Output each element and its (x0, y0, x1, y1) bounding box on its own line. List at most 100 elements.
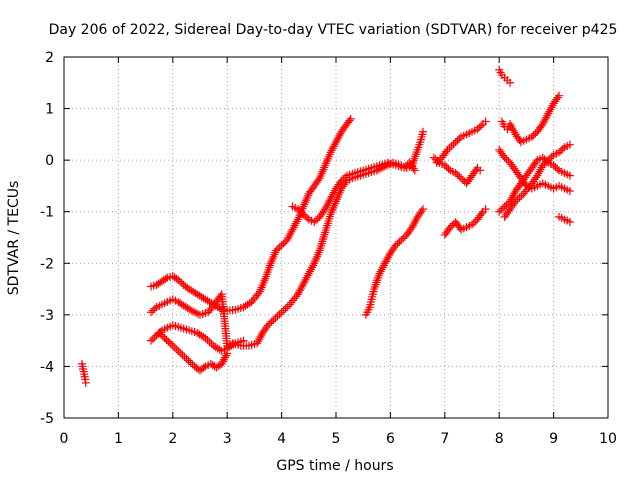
data-point (148, 306, 157, 315)
data-point (333, 136, 342, 145)
data-point (533, 171, 542, 180)
data-point (508, 124, 517, 133)
data-point (549, 161, 558, 170)
data-point (432, 158, 441, 167)
data-point (551, 163, 560, 172)
plot-frame (63, 56, 609, 419)
x-tick-label: 5 (332, 431, 341, 447)
data-point (513, 195, 522, 204)
data-point (321, 205, 330, 214)
data-point (511, 197, 520, 206)
data-point (290, 294, 299, 303)
data-point (519, 189, 528, 198)
data-point (205, 297, 214, 306)
data-point (544, 109, 553, 118)
data-point (521, 187, 530, 196)
data-point (211, 343, 220, 352)
data-point (538, 153, 547, 162)
data-point (325, 196, 334, 205)
y-tick-labels: -5 -4 -3 -2 -1 0 1 2 (40, 50, 54, 427)
data-point (291, 219, 300, 228)
x-tick-labels: 0 1 2 3 4 5 6 7 8 9 10 (60, 431, 617, 447)
data-point (180, 352, 189, 361)
data-point (323, 201, 332, 210)
data-point (279, 239, 288, 248)
data-point (283, 302, 292, 311)
data-point (442, 163, 451, 172)
data-point (429, 153, 438, 162)
data-point (275, 242, 284, 251)
data-point (158, 332, 167, 341)
data-point (539, 117, 548, 126)
data-point (477, 209, 486, 218)
data-point (191, 308, 200, 317)
data-point (293, 290, 302, 299)
data-point (201, 295, 210, 304)
data-point (444, 164, 453, 173)
data-point (209, 302, 218, 311)
data-point (197, 331, 206, 340)
data-point (498, 204, 507, 213)
data-point (301, 275, 310, 284)
data-point (172, 345, 181, 354)
data-point (376, 267, 385, 276)
data-point (565, 187, 574, 196)
data-point (271, 314, 280, 323)
data-point (299, 279, 308, 288)
x-tick-label: 0 (60, 431, 69, 447)
data-point (168, 341, 177, 350)
data-point (446, 223, 455, 232)
data-point (481, 117, 490, 126)
data-point (302, 213, 311, 222)
data-point (295, 288, 304, 297)
data-point (384, 253, 393, 262)
plot-area (77, 65, 574, 387)
data-point (341, 173, 350, 182)
data-point (553, 93, 562, 102)
data-point (183, 304, 192, 313)
data-point (543, 111, 552, 120)
data-point (170, 343, 179, 352)
data-point (509, 126, 518, 135)
data-point (174, 346, 183, 355)
data-point (162, 335, 171, 344)
data-point (410, 166, 419, 175)
data-point (296, 286, 305, 295)
data-point (510, 199, 519, 208)
data-point (332, 138, 340, 147)
data-point (184, 356, 193, 365)
data-point (500, 153, 509, 162)
data-point (302, 273, 311, 282)
data-point (254, 337, 263, 346)
data-point (508, 193, 517, 202)
data-point (201, 334, 210, 343)
data-point (239, 336, 248, 345)
data-point (540, 115, 549, 124)
data-point (440, 161, 449, 170)
data-point (329, 188, 338, 197)
data-point (455, 172, 464, 181)
data-point (199, 363, 208, 372)
data-point (536, 165, 545, 174)
y-tick-label: 1 (45, 102, 54, 118)
data-point (279, 306, 288, 315)
data-point (295, 206, 304, 215)
data-point (277, 308, 286, 317)
y-tick-label: -5 (40, 411, 54, 427)
data-point (286, 229, 295, 238)
y-tick-label: -1 (40, 205, 54, 221)
data-point (225, 343, 234, 352)
data-point (495, 207, 504, 216)
data-point (297, 208, 306, 217)
data-point (187, 306, 196, 315)
data-point (199, 294, 208, 303)
data-point (506, 120, 515, 129)
data-point (535, 167, 544, 176)
data-point (285, 231, 294, 240)
data-point (191, 288, 200, 297)
data-point (81, 378, 90, 387)
data-point (218, 357, 227, 366)
data-point (250, 293, 259, 302)
data-point (164, 337, 173, 346)
data-point (195, 330, 204, 339)
